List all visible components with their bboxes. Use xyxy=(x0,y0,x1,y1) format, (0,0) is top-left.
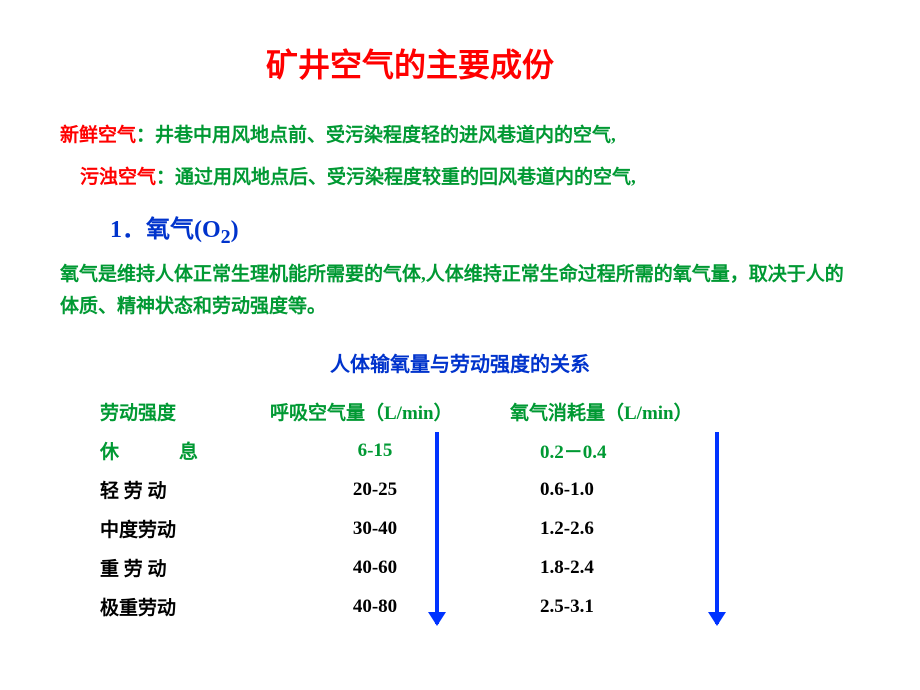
cell-oxygen: 0.6-1.0 xyxy=(500,470,740,509)
body-text-oxygen: 氧气是维持人体正常生理机能所需要的气体,人体维持正常生命过程所需的氧气量，取决于… xyxy=(60,259,860,324)
table-row: 轻 劳 动 20-25 0.6-1.0 xyxy=(90,470,740,509)
cell-breath: 40-60 xyxy=(260,548,500,587)
table-header-row: 劳动强度 呼吸空气量（L/min） 氧气消耗量（L/min） xyxy=(90,392,740,431)
cell-oxygen: 2.5-3.1 xyxy=(500,587,740,626)
cell-breath: 20-25 xyxy=(260,470,500,509)
cell-breath: 40-80 xyxy=(260,587,500,626)
cell-intensity: 极重劳动 xyxy=(90,587,260,626)
definition-dirty-air: 污浊空气：通过用风地点后、受污染程度较重的回风巷道内的空气, xyxy=(80,163,860,193)
table-row: 重 劳 动 40-60 1.8-2.4 xyxy=(90,548,740,587)
arrow-head-icon xyxy=(428,612,446,626)
cell-oxygen: 0.2－0.4 xyxy=(500,431,740,470)
cell-oxygen: 1.8-2.4 xyxy=(500,548,740,587)
th-breath: 呼吸空气量（L/min） xyxy=(260,392,500,431)
main-title: 矿井空气的主要成份 xyxy=(0,40,860,86)
content-dirty-air: 通过用风地点后、受污染程度较重的回风巷道内的空气, xyxy=(175,167,636,188)
cell-breath: 6-15 xyxy=(260,431,500,470)
cell-intensity: 轻 劳 动 xyxy=(90,470,260,509)
oxygen-labor-table: 劳动强度 呼吸空气量（L/min） 氧气消耗量（L/min） 休息 6-15 0… xyxy=(90,392,740,626)
definition-fresh-air: 新鲜空气：井巷中用风地点前、受污染程度轻的进风巷道内的空气, xyxy=(60,121,860,151)
cell-intensity: 休息 xyxy=(90,431,260,470)
table-title: 人体输氧量与劳动强度的关系 xyxy=(60,348,860,377)
table-wrap: 劳动强度 呼吸空气量（L/min） 氧气消耗量（L/min） 休息 6-15 0… xyxy=(90,392,860,626)
th-intensity: 劳动强度 xyxy=(90,392,260,431)
term-dirty-air: 污浊空气 xyxy=(80,167,156,188)
table-row: 极重劳动 40-80 2.5-3.1 xyxy=(90,587,740,626)
th-oxygen: 氧气消耗量（L/min） xyxy=(500,392,740,431)
sep: ： xyxy=(136,125,155,146)
section-number: 1． xyxy=(110,217,146,243)
section-heading-oxygen: 1．氧气(O2) xyxy=(110,209,860,249)
content-fresh-air: 井巷中用风地点前、受污染程度轻的进风巷道内的空气, xyxy=(155,125,616,146)
term-fresh-air: 新鲜空气 xyxy=(60,125,136,146)
section-sub: 2 xyxy=(221,226,231,248)
cell-breath: 30-40 xyxy=(260,509,500,548)
cell-intensity: 重 劳 动 xyxy=(90,548,260,587)
table-row: 休息 6-15 0.2－0.4 xyxy=(90,431,740,470)
arrow-head-icon xyxy=(708,612,726,626)
cell-intensity: 中度劳动 xyxy=(90,509,260,548)
sep: ： xyxy=(156,167,175,188)
down-arrow-icon xyxy=(435,432,439,624)
cell-oxygen: 1.2-2.6 xyxy=(500,509,740,548)
section-label: 氧气(O xyxy=(146,217,221,243)
section-close: ) xyxy=(231,217,239,243)
down-arrow-icon xyxy=(715,432,719,624)
table-row: 中度劳动 30-40 1.2-2.6 xyxy=(90,509,740,548)
